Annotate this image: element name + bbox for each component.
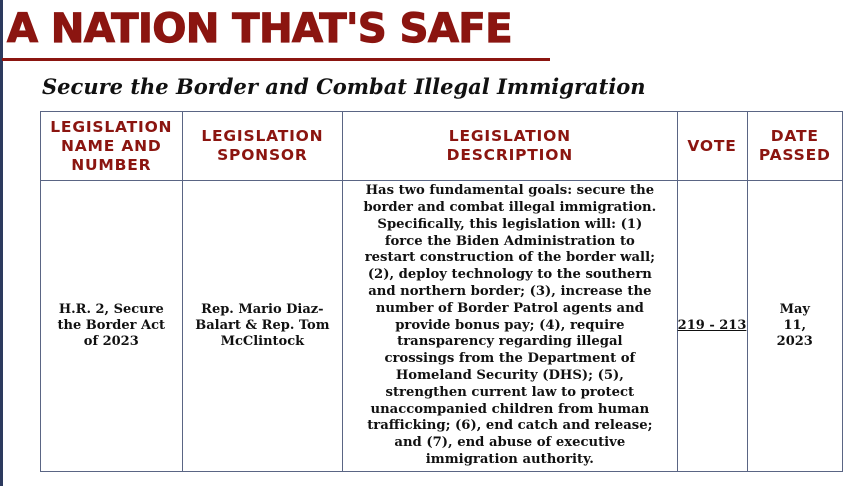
column-header-sponsor: LEGISLATION SPONSOR bbox=[181, 111, 344, 181]
description-line: (2), deploy technology to the southern bbox=[367, 267, 652, 283]
legislation-sponsor: Rep. Mario Diaz-Balart & Rep. Tom McClin… bbox=[181, 180, 344, 472]
description-line: crossings from the Department of bbox=[384, 351, 636, 367]
legislation-name: H.R. 2, Secure the Border Act of 2023 bbox=[40, 180, 183, 472]
page-title: A NATION THAT'S SAFE bbox=[6, 5, 513, 52]
column-header-name: LEGISLATION NAME AND NUMBER bbox=[40, 111, 183, 181]
legislation-description: Has two fundamental goals: secure the bo… bbox=[342, 180, 678, 472]
description-line: border and combat illegal immigration. bbox=[363, 200, 657, 216]
description-line: transparency regarding illegal bbox=[397, 334, 623, 350]
description-line: provide bonus pay; (4), require bbox=[395, 317, 625, 333]
date-passed: May 11, 2023 bbox=[746, 180, 843, 472]
description-line: immigration authority. bbox=[425, 451, 594, 467]
description-line: strengthen current law to protect bbox=[385, 384, 635, 400]
description-line: trafficking; (6), end catch and release; bbox=[367, 418, 653, 434]
description-line: restart construction of the border wall; bbox=[364, 250, 655, 266]
description-line: and northern border; (3), increase the bbox=[368, 284, 652, 299]
column-header-description: LEGISLATION DESCRIPTION bbox=[342, 111, 678, 181]
description-line: number of Border Patrol agents and bbox=[375, 300, 644, 316]
legislation-table: LEGISLATION NAME AND NUMBER LEGISLATION … bbox=[40, 111, 843, 472]
description-line: and (7), end abuse of executive bbox=[394, 435, 626, 451]
left-edge-bar bbox=[0, 0, 3, 486]
table-row: H.R. 2, Secure the Border Act of 2023 Re… bbox=[40, 180, 843, 472]
description-line: Homeland Security (DHS); (5), bbox=[395, 367, 624, 383]
section-subtitle: Secure the Border and Combat Illegal Imm… bbox=[42, 74, 646, 99]
table-header-row: LEGISLATION NAME AND NUMBER LEGISLATION … bbox=[40, 111, 843, 181]
vote-cell: 219 - 213 bbox=[676, 180, 748, 472]
vote-link[interactable]: 219 - 213 bbox=[677, 318, 747, 333]
description-line: Has two fundamental goals: secure the bbox=[365, 183, 655, 199]
column-header-vote: VOTE bbox=[676, 111, 748, 181]
title-underline bbox=[2, 58, 550, 61]
column-header-date: DATE PASSED bbox=[746, 111, 843, 181]
description-line: unaccompanied children from human bbox=[370, 401, 650, 417]
description-line: force the Biden Administration to bbox=[384, 233, 635, 249]
description-line: Specifically, this legislation will: (1) bbox=[377, 216, 643, 232]
